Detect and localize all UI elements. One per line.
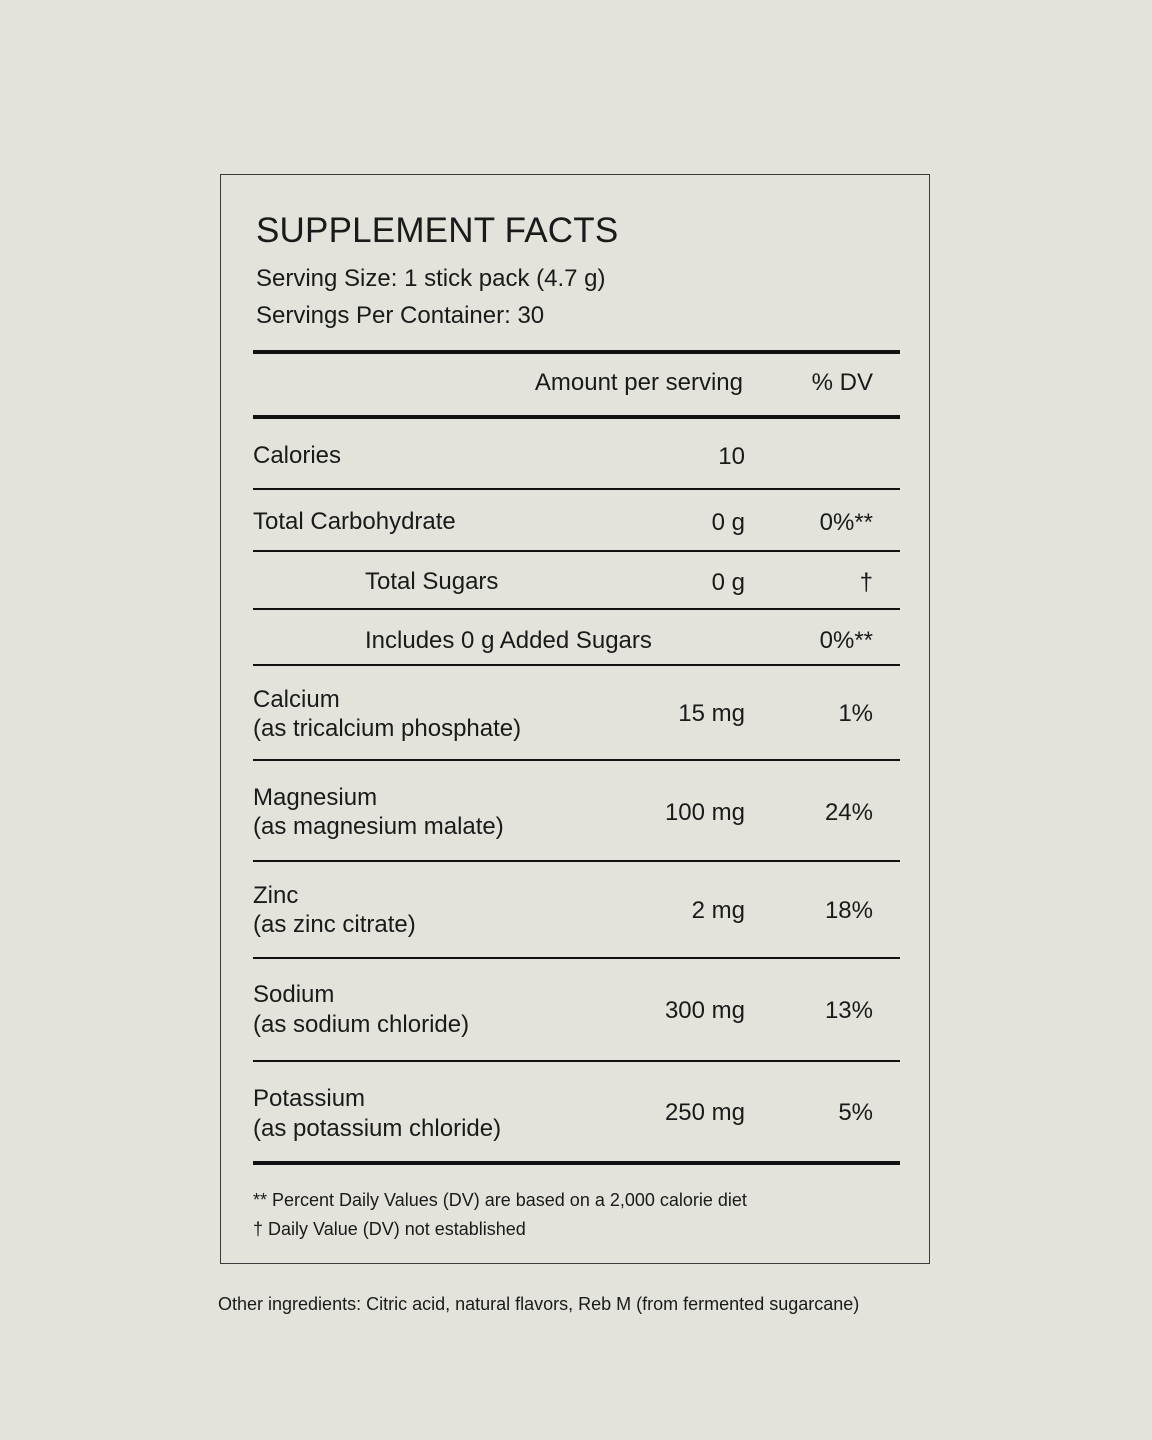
- row-name-total-carbohydrate: Total Carbohydrate: [253, 508, 456, 535]
- divider-thin: [253, 550, 900, 552]
- other-ingredients: Other ingredients: Citric acid, natural …: [218, 1294, 860, 1314]
- row-sub-zinc: (as zinc citrate): [253, 911, 416, 938]
- divider-thin: [253, 759, 900, 761]
- row-amount-total-carbohydrate: 0 g: [711, 509, 745, 536]
- row-name-sodium: Sodium: [253, 981, 335, 1008]
- row-sub-sodium: (as sodium chloride): [253, 1011, 470, 1038]
- supplement-facts-panel: SUPPLEMENT FACTS Serving Size: 1 stick p…: [220, 174, 930, 1264]
- row-dv-added-sugars: 0%**: [819, 627, 873, 654]
- row-sub-calcium: (as tricalcium phosphate): [253, 715, 522, 742]
- row-name-calories: Calories: [253, 442, 342, 469]
- divider-thin: [253, 957, 900, 959]
- row-sub-magnesium: (as magnesium malate): [253, 813, 504, 840]
- row-name-added-sugars: Includes 0 g Added Sugars: [365, 627, 652, 654]
- divider-thin: [253, 860, 900, 862]
- divider-thick: [253, 1161, 900, 1165]
- column-header-amount: Amount per serving: [534, 369, 743, 396]
- row-name-zinc: Zinc: [253, 882, 299, 909]
- row-amount-potassium: 250 mg: [664, 1099, 745, 1126]
- divider-thin: [253, 608, 900, 610]
- column-header-dv: % DV: [811, 369, 873, 396]
- divider-thin: [253, 664, 900, 666]
- row-name-magnesium: Magnesium: [253, 784, 378, 811]
- panel-title: SUPPLEMENT FACTS: [256, 211, 619, 250]
- row-dv-zinc: 18%: [824, 897, 873, 924]
- divider-thin: [253, 488, 900, 490]
- row-amount-sodium: 300 mg: [664, 997, 745, 1024]
- row-amount-calcium: 15 mg: [678, 700, 745, 727]
- footnote-dv-basis: ** Percent Daily Values (DV) are based o…: [253, 1190, 747, 1210]
- divider-thin: [253, 1060, 900, 1062]
- row-dv-calcium: 1%: [838, 700, 873, 727]
- footnote-dv-not-established: † Daily Value (DV) not established: [253, 1219, 526, 1239]
- row-amount-total-sugars: 0 g: [711, 569, 745, 596]
- row-amount-calories: 10: [718, 443, 745, 470]
- row-amount-magnesium: 100 mg: [664, 799, 745, 826]
- divider-thick: [253, 350, 900, 354]
- serving-size: Serving Size: 1 stick pack (4.7 g): [256, 265, 606, 292]
- row-sub-potassium: (as potassium chloride): [253, 1115, 502, 1142]
- row-name-calcium: Calcium: [253, 686, 340, 713]
- row-dv-total-sugars: †: [859, 569, 873, 596]
- divider-thick: [253, 415, 900, 419]
- row-amount-zinc: 2 mg: [691, 897, 745, 924]
- row-name-potassium: Potassium: [253, 1085, 366, 1112]
- row-dv-magnesium: 24%: [824, 799, 873, 826]
- row-dv-total-carbohydrate: 0%**: [819, 509, 873, 536]
- row-dv-potassium: 5%: [838, 1099, 873, 1126]
- servings-per-container: Servings Per Container: 30: [256, 302, 545, 329]
- row-dv-sodium: 13%: [824, 997, 873, 1024]
- row-name-total-sugars: Total Sugars: [365, 568, 499, 595]
